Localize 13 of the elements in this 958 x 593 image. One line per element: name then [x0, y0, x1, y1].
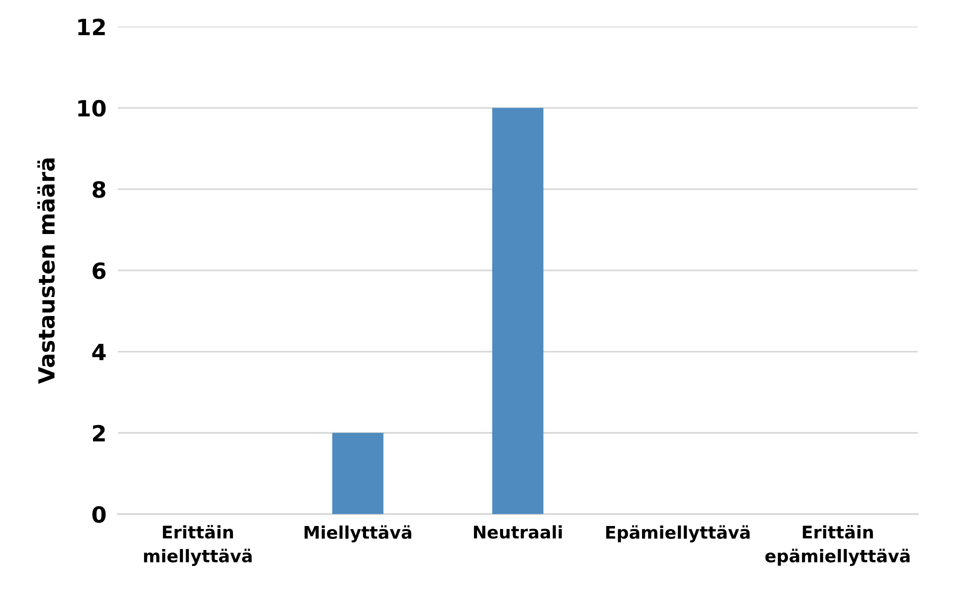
- y-tick-label: 12: [78, 18, 105, 36]
- y-tick-label: 4: [92, 344, 106, 360]
- x-tick-label: Neutraali: [474, 525, 562, 539]
- y-tick-label: 6: [92, 262, 106, 280]
- y-tick-label: 0: [92, 506, 106, 523]
- y-tick-label: 8: [92, 181, 106, 198]
- y-tick-label: 10: [78, 100, 106, 117]
- x-tick-label: Erittäin epämiellyttävä: [765, 525, 910, 566]
- y-axis-title: Vastausten määrä: [37, 158, 55, 384]
- x-tick-label: Erittäin miellyttävä: [144, 525, 252, 566]
- x-tick-label: Miellyttävä: [304, 525, 412, 542]
- x-tick-label: Epämiellyttävä: [606, 525, 750, 542]
- y-tick-label: 2: [93, 424, 105, 442]
